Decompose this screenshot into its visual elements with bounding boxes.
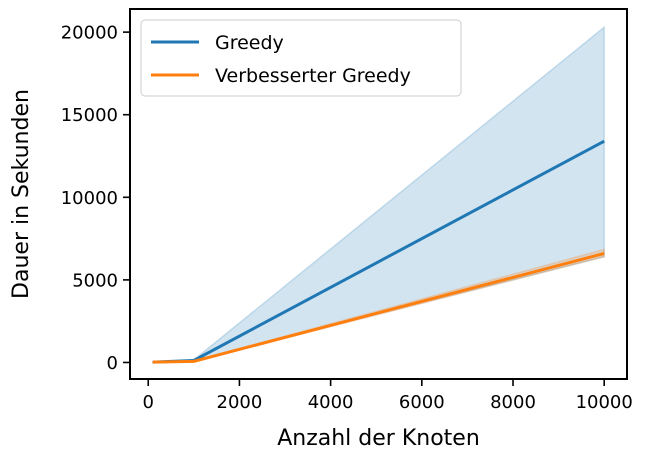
y-axis-ticks: 0 5000 10000 15000 20000: [61, 23, 130, 374]
legend: Greedy Verbesserter Greedy: [140, 19, 462, 97]
y-tick-label-3: 15000: [61, 105, 118, 126]
legend-box: [140, 19, 462, 97]
x-tick-label-0: 0: [143, 392, 154, 413]
y-tick-label-1: 5000: [72, 270, 118, 291]
x-tick-label-1: 2000: [217, 392, 263, 413]
x-axis-ticks: 0 2000 4000 6000 8000 10000: [143, 379, 633, 413]
x-tick-label-4: 8000: [490, 392, 536, 413]
x-tick-label-5: 10000: [576, 392, 633, 413]
y-axis-label: Dauer in Sekunden: [9, 89, 34, 299]
plot-frame: [129, 8, 628, 380]
y-tick-label-0: 0: [107, 353, 118, 374]
x-axis-label: Anzahl der Knoten: [277, 426, 480, 451]
y-tick-label-2: 10000: [61, 188, 118, 209]
x-tick-label-3: 6000: [399, 392, 445, 413]
y-tick-label-4: 20000: [61, 23, 118, 44]
legend-label-0: Greedy: [215, 32, 284, 54]
x-tick-label-2: 4000: [308, 392, 354, 413]
series-line-1: [152, 252, 605, 364]
legend-label-1: Verbesserter Greedy: [215, 65, 411, 87]
series-lines: [152, 139, 605, 364]
